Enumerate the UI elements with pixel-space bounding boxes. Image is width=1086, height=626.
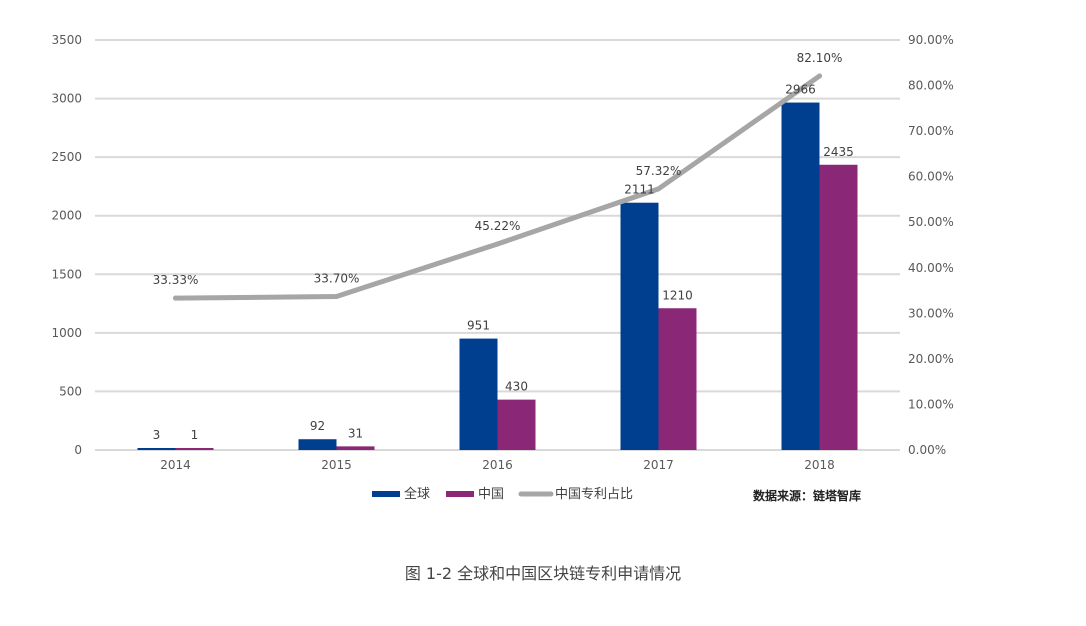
y2-tick-label: 10.00%: [908, 397, 954, 411]
y-axis-left: 0 500 1000 1500 2000 2500 3000 3500: [51, 33, 82, 457]
line-data-label: 33.70%: [314, 271, 360, 285]
bars: [137, 102, 858, 450]
x-tick-label: 2016: [482, 458, 513, 472]
y-tick-label: 0: [74, 443, 82, 457]
y-tick-label: 2000: [51, 209, 82, 223]
source-note: 数据来源：链塔智库: [753, 488, 861, 503]
grid-lines: [95, 39, 900, 451]
line-data-label: 45.22%: [475, 219, 521, 233]
x-tick-label: 2017: [643, 458, 674, 472]
bar-china: [336, 446, 375, 450]
legend: 全球 中国 中国专利占比: [372, 486, 633, 502]
bar-global: [298, 439, 337, 450]
legend-swatch: [446, 491, 474, 497]
bar-china: [658, 308, 697, 450]
line-point: [495, 241, 500, 247]
bar-data-label: 31: [348, 426, 363, 440]
line-point: [817, 73, 822, 79]
y-tick-label: 1000: [51, 326, 82, 340]
y2-tick-label: 30.00%: [908, 306, 954, 320]
bar-global: [137, 448, 176, 450]
bar-china: [819, 164, 858, 450]
line-point: [173, 295, 178, 301]
y2-tick-label: 0.00%: [908, 443, 946, 457]
y2-tick-label: 40.00%: [908, 261, 954, 275]
y2-tick-label: 90.00%: [908, 33, 954, 47]
x-tick-label: 2018: [804, 458, 835, 472]
bar-china: [497, 399, 536, 450]
line-point: [334, 293, 339, 299]
bar-data-label: 430: [505, 380, 528, 394]
y-tick-label: 500: [59, 384, 82, 398]
x-tick-label: 2014: [160, 458, 191, 472]
y2-tick-label: 20.00%: [908, 352, 954, 366]
line-data-label: 33.33%: [153, 273, 199, 287]
bar-data-label: 2435: [823, 145, 854, 159]
y-tick-label: 1500: [51, 267, 82, 281]
legend-label: 中国专利占比: [555, 487, 633, 502]
figure-caption: 图 1-2 全球和中国区块链专利申请情况: [404, 564, 682, 583]
bar-data-label: 2966: [785, 83, 816, 97]
bar-data-label: 951: [467, 319, 490, 333]
y-tick-label: 3000: [51, 92, 82, 106]
y2-tick-label: 50.00%: [908, 215, 954, 229]
bar-data-label: 3: [153, 428, 161, 442]
y2-tick-label: 80.00%: [908, 79, 954, 93]
x-axis: 2014 2015 2016 2017 2018: [160, 458, 835, 472]
bar-data-label: 2111: [624, 183, 655, 197]
legend-label: 中国: [478, 487, 504, 502]
data-labels: 3 92 951 2111 2966 1 31 430 1210 2435 33.33% 33.70%…: [153, 51, 854, 442]
bar-global: [620, 202, 659, 450]
y2-tick-label: 70.00%: [908, 124, 954, 138]
bar-data-label: 1210: [662, 288, 693, 302]
x-tick-label: 2015: [321, 458, 352, 472]
legend-label: 全球: [404, 486, 430, 502]
y-axis-right: 0.00% 10.00% 20.00% 30.00% 40.00% 50.00% 60.00…: [908, 33, 954, 457]
share-line: [173, 73, 822, 301]
bar-global: [781, 102, 820, 450]
share-line-path: [173, 73, 822, 301]
bar-data-label: 1: [191, 428, 199, 442]
line-data-label: 82.10%: [797, 51, 843, 65]
line-point: [656, 186, 661, 192]
y-tick-label: 2500: [51, 150, 82, 164]
line-data-label: 57.32%: [636, 164, 682, 178]
y2-tick-label: 60.00%: [908, 170, 954, 184]
bar-global: [459, 338, 498, 450]
legend-swatch: [372, 491, 400, 497]
y-tick-label: 3500: [51, 33, 82, 47]
bar-china: [175, 448, 214, 450]
bar-data-label: 92: [310, 419, 325, 433]
